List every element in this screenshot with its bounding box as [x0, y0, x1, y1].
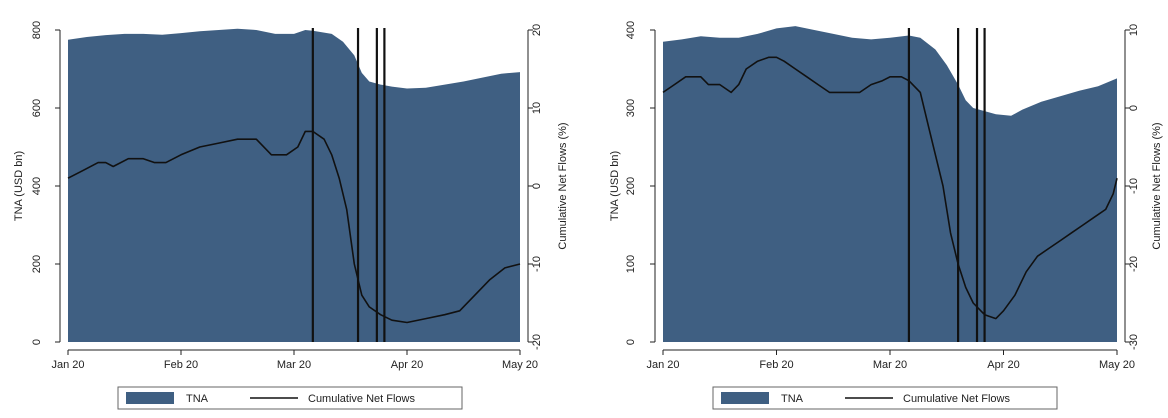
- y-tick-label-right-3: 10: [531, 102, 543, 114]
- y-tick-label-right-4: 10: [1128, 24, 1140, 36]
- y-tick-label-left-4: 800: [31, 21, 43, 39]
- y-axis-title-right: Cumulative Net Flows (%): [557, 122, 569, 249]
- y-tick-label-left-0: 0: [31, 339, 43, 345]
- y-tick-label-left-3: 600: [31, 99, 43, 117]
- y-tick-label-left-2: 200: [625, 177, 637, 195]
- legend-label-tna: TNA: [186, 393, 209, 405]
- x-tick-label-1: Feb 20: [759, 359, 793, 371]
- x-tick-label-3: Apr 20: [391, 359, 423, 371]
- y-tick-label-right-0: -30: [1128, 334, 1140, 350]
- legend-swatch-tna: [126, 392, 174, 404]
- legend-label-tna: TNA: [781, 393, 804, 405]
- y-tick-label-left-0: 0: [625, 339, 637, 345]
- x-tick-label-2: Mar 20: [873, 359, 907, 371]
- cumulative-net-flows-line: [662, 56, 1118, 320]
- chart-panel-left: 0 200 400 600 800 -20 -10 0 10 20 Jan 20 Feb 20 Mar …: [13, 21, 569, 410]
- x-tick-label-2: Mar 20: [277, 359, 311, 371]
- y-axis-title-right: Cumulative Net Flows (%): [1151, 122, 1163, 249]
- cumulative-net-flows-line: [67, 130, 521, 324]
- tna-area: [68, 28, 520, 343]
- y-tick-label-left-1: 200: [31, 255, 43, 273]
- x-tick-label-3: Apr 20: [987, 359, 1019, 371]
- x-tick-label-1: Feb 20: [164, 359, 198, 371]
- x-tick-label-4: May 20: [1099, 359, 1135, 371]
- y-tick-label-left-2: 400: [31, 177, 43, 195]
- y-tick-label-right-3: 0: [1128, 105, 1140, 111]
- y-axis-title-left: TNA (USD bn): [609, 151, 621, 221]
- x-tick-label-0: Jan 20: [51, 359, 84, 371]
- legend-swatch-tna: [721, 392, 769, 404]
- x-tick-label-4: May 20: [502, 359, 538, 371]
- chart-panel-right: 0 100 200 300 400 -30 -20 -10 0 10 Jan 20 Feb 20 Mar…: [609, 21, 1163, 410]
- y-tick-label-right-2: -10: [1128, 178, 1140, 194]
- y-axis-title-left: TNA (USD bn): [13, 151, 25, 221]
- y-tick-label-right-1: -20: [1128, 256, 1140, 272]
- y-tick-label-left-1: 100: [625, 255, 637, 273]
- y-tick-label-right-4: 20: [531, 24, 543, 36]
- x-tick-label-0: Jan 20: [646, 359, 679, 371]
- y-tick-label-right-0: -20: [531, 334, 543, 350]
- y-tick-label-right-2: 0: [531, 183, 543, 189]
- y-tick-label-left-3: 300: [625, 99, 637, 117]
- legend-label-flows: Cumulative Net Flows: [903, 393, 1010, 405]
- y-tick-label-left-4: 400: [625, 21, 637, 39]
- legend-label-flows: Cumulative Net Flows: [308, 393, 415, 405]
- tna-area: [663, 26, 1117, 342]
- y-tick-label-right-1: -10: [531, 256, 543, 272]
